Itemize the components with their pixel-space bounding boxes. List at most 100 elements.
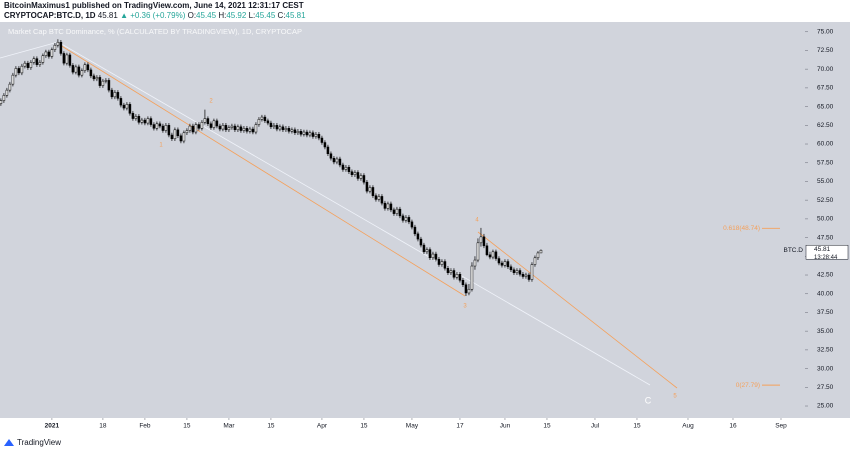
x-tick-label: Sep xyxy=(775,423,787,430)
candle-body xyxy=(104,80,108,82)
candle-body xyxy=(383,202,387,209)
wave-label: 4 xyxy=(475,218,479,224)
candle-body xyxy=(140,119,144,123)
candle-body xyxy=(119,98,123,106)
candle-body xyxy=(284,128,288,131)
candle-body xyxy=(275,125,279,130)
candle-body xyxy=(68,54,72,66)
candle-body xyxy=(14,68,18,76)
price-change: ▲ +0.36 (+0.79%) xyxy=(120,11,186,20)
candle-body xyxy=(314,134,318,137)
candle-body xyxy=(113,92,117,98)
candle-body xyxy=(71,65,75,73)
author-line: BitcoinMaximus1 published on TradingView… xyxy=(4,1,304,10)
candle-body xyxy=(278,126,282,130)
candle-body xyxy=(305,131,309,136)
candle-body xyxy=(209,123,213,128)
x-tick-label: Jul xyxy=(591,423,600,430)
candle-body xyxy=(464,284,468,294)
candle-body xyxy=(125,104,129,109)
candle-body xyxy=(371,187,375,196)
ohlc-key: H: xyxy=(218,11,226,20)
x-tick-label: 2021 xyxy=(45,423,60,430)
x-tick-label: 18 xyxy=(99,423,107,430)
candle-body xyxy=(488,254,492,258)
candle-body xyxy=(92,75,96,80)
candle-body xyxy=(476,242,480,261)
candle-body xyxy=(470,265,474,290)
y-tick-label: 35.00 xyxy=(817,328,834,335)
candle-body xyxy=(137,116,141,123)
candle-body xyxy=(524,274,528,277)
candle-body xyxy=(512,269,516,274)
candle-body xyxy=(341,164,345,170)
candle-body xyxy=(143,119,147,124)
candle-body xyxy=(89,69,93,77)
ohlc-value: 45.92 xyxy=(226,11,247,20)
candle-body xyxy=(194,124,198,133)
candle-body xyxy=(296,131,300,134)
candle-body xyxy=(38,62,42,65)
candle-body xyxy=(197,124,201,129)
candle-body xyxy=(164,125,168,131)
candle-body xyxy=(212,120,216,128)
candle-body xyxy=(32,58,36,63)
candle-body xyxy=(281,126,285,131)
candle-body xyxy=(377,196,381,200)
candle-body xyxy=(323,142,327,148)
candle-body xyxy=(257,119,261,125)
candle-body xyxy=(149,118,153,125)
candle-body xyxy=(218,125,222,130)
candle-body xyxy=(419,238,423,246)
candle-body xyxy=(44,51,48,56)
candle-body xyxy=(20,65,24,74)
wave-label: 2 xyxy=(209,99,213,105)
wave-label: 1 xyxy=(159,143,163,149)
candle-body xyxy=(317,134,321,139)
candle-body xyxy=(443,261,447,269)
candle-body xyxy=(287,128,291,132)
candle-body xyxy=(116,92,120,99)
candle-body xyxy=(17,68,21,74)
candle-body xyxy=(251,128,255,133)
candle-body xyxy=(248,128,252,132)
candle-body xyxy=(458,274,462,281)
candle-body xyxy=(479,236,483,244)
candle-body xyxy=(368,187,372,192)
candle-body xyxy=(356,172,360,179)
candle-body xyxy=(449,270,453,274)
candle-body xyxy=(8,83,12,91)
candle-body xyxy=(29,62,33,68)
candle-body xyxy=(53,44,57,50)
x-tick-label: 15 xyxy=(633,423,641,430)
candle-body xyxy=(233,125,237,131)
y-tick-label: 57.50 xyxy=(817,159,834,166)
candle-body xyxy=(518,270,522,275)
price-axis xyxy=(805,22,850,418)
candle-body xyxy=(188,125,192,131)
wave-label: 3 xyxy=(463,304,467,310)
ohlc-value: 45.45 xyxy=(255,11,276,20)
candle-body xyxy=(173,129,177,140)
candle-body xyxy=(128,104,132,114)
y-tick-label: 37.50 xyxy=(817,309,834,316)
candle-body xyxy=(308,132,312,136)
candle-body xyxy=(503,261,507,266)
candle-body xyxy=(320,137,324,143)
drawings xyxy=(0,41,678,389)
candle-body xyxy=(80,70,84,76)
candle-body xyxy=(95,77,99,80)
candle-body xyxy=(245,128,249,132)
candle-body xyxy=(395,208,399,214)
candle-body xyxy=(263,116,267,122)
x-tick-label: Jun xyxy=(500,423,511,430)
candle-body xyxy=(191,125,195,133)
logo xyxy=(4,439,14,446)
candle-body xyxy=(152,124,156,129)
candle-body xyxy=(155,123,159,129)
price-tag-value: 45.81 xyxy=(814,246,831,253)
y-tick-label: 67.50 xyxy=(817,85,834,92)
candle-body xyxy=(227,127,231,131)
symbol: CRYPTOCAP:BTC.D, 1D xyxy=(4,11,96,20)
ohlc-key: C: xyxy=(278,11,286,20)
